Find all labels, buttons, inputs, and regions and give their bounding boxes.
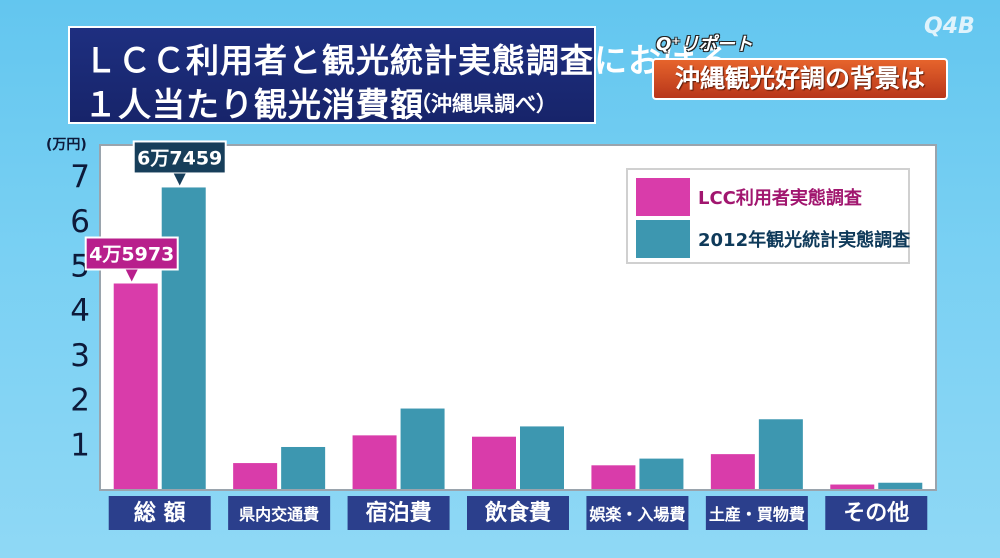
subtitle-badge: 沖縄観光好調の背景は: [652, 58, 948, 100]
category-box-0: [108, 496, 211, 530]
y-tick-label-4: 4: [70, 293, 90, 329]
y-tick-label-3: 3: [70, 338, 90, 374]
category-label-1: 県内交通費: [239, 505, 319, 524]
callout-pointer-1: [173, 173, 186, 186]
category-label-2: 宿泊費: [366, 500, 432, 526]
report-tag: Q⁺リポート: [656, 34, 753, 55]
chart-source-note: （沖縄県調べ）: [410, 92, 557, 116]
bar-lcc-6: [830, 484, 875, 489]
callout-label-0: 4万5973: [89, 244, 174, 266]
bar-2012-3: [520, 426, 564, 489]
legend-label-lcc: LCC利用者実態調査: [698, 188, 862, 209]
bar-2012-1: [281, 446, 326, 489]
bar-2012-0: [161, 187, 206, 490]
legend-item-lcc: LCC利用者実態調査: [636, 178, 862, 216]
y-tick-label-2: 2: [70, 383, 90, 419]
category-box-1: [228, 496, 331, 530]
bar-2012-5: [758, 419, 803, 489]
category-label-5: 土産・買物費: [709, 505, 805, 524]
category-label-3: 飲食費: [484, 500, 551, 526]
y-tick-label-1: 1: [70, 427, 90, 463]
y-tick-label-6: 6: [70, 204, 90, 240]
bar-lcc-3: [472, 436, 516, 489]
bar-lcc-1: [233, 463, 278, 489]
bar-2012-4: [639, 458, 684, 489]
legend-label-2012: 2012年観光統計実態調査: [698, 230, 911, 251]
callout-label-1: 6万7459: [137, 147, 222, 169]
bar-lcc-4: [591, 465, 636, 489]
category-box-2: [347, 496, 450, 530]
bar-lcc-5: [710, 454, 755, 489]
bar-lcc-2: [352, 435, 397, 489]
legend-swatch-2012: [636, 220, 690, 258]
category-box-3: [467, 496, 569, 530]
category-box-4: [586, 496, 689, 530]
category-label-6: その他: [843, 501, 909, 526]
category-box-5: [705, 496, 808, 530]
y-tick-label-7: 7: [70, 159, 90, 195]
bar-2012-6: [878, 482, 923, 489]
y-axis-unit: (万円): [46, 137, 87, 153]
callout-box-1: [132, 140, 227, 175]
callout-pointer-0: [125, 269, 138, 282]
category-label-4: 娯楽・入場費: [589, 505, 685, 524]
callout-box-0: [84, 236, 179, 271]
category-box-6: [825, 496, 928, 530]
bar-2012-2: [400, 408, 445, 489]
chart-title-line1: ＬＣＣ利用者と観光統計実態調査における: [84, 41, 730, 80]
chart-title-box: ＬＣＣ利用者と観光統計実態調査における １人当たり観光消費額 （沖縄県調べ）: [68, 26, 729, 124]
chart-title-line2: １人当たり観光消費額: [84, 85, 424, 124]
category-label-0: 総 額: [134, 500, 186, 526]
bar-lcc-0: [113, 283, 158, 489]
station-logo: Q4B: [924, 14, 975, 39]
legend: LCC利用者実態調査 2012年観光統計実態調査: [626, 168, 910, 264]
legend-swatch-lcc: [636, 178, 690, 216]
legend-item-2012: 2012年観光統計実態調査: [636, 220, 910, 258]
